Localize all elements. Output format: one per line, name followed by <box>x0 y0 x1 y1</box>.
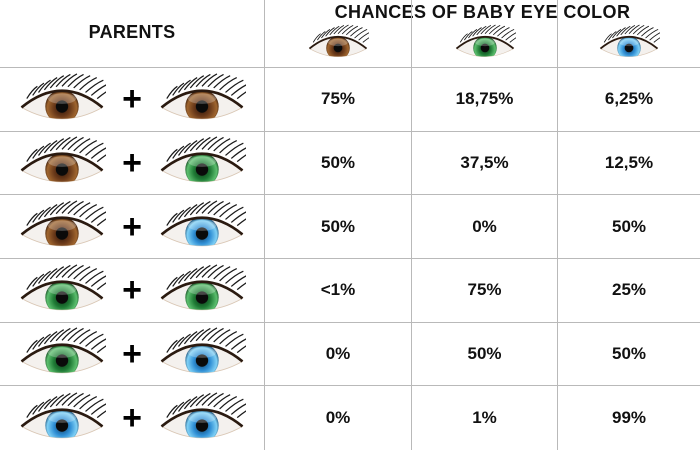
green-eye-icon <box>158 135 246 190</box>
parents-pair: + <box>0 259 265 323</box>
plus-sign: + <box>122 399 142 438</box>
green-eye-icon <box>158 263 246 318</box>
plus-sign: + <box>122 334 142 373</box>
plus-sign: + <box>122 271 142 310</box>
blue-eye-icon <box>598 23 660 63</box>
blue-eye-icon <box>158 326 246 381</box>
plus-sign: + <box>122 207 142 246</box>
brown-chance: 50% <box>265 195 412 259</box>
parents-pair: + <box>0 386 265 450</box>
parents-pair: + <box>0 195 265 259</box>
blue-eye-icon <box>18 391 107 446</box>
brown-eye-icon <box>18 72 107 127</box>
green-chance: 1% <box>412 386 558 450</box>
blue-chance: 50% <box>558 195 700 259</box>
green-chance: 75% <box>412 259 558 323</box>
blue-chance: 50% <box>558 323 700 387</box>
green-chance: 37,5% <box>412 131 558 196</box>
brown-chance: 75% <box>265 68 412 132</box>
chart-title: CHANCES OF BABY EYE COLOR <box>334 2 631 22</box>
column-header-blue <box>558 0 700 68</box>
plus-sign: + <box>122 80 142 119</box>
brown-chance: 0% <box>265 386 412 450</box>
brown-chance: 0% <box>265 322 412 387</box>
green-chance: 18,75% <box>412 68 558 132</box>
blue-eye-icon <box>158 391 246 446</box>
brown-eye-icon <box>18 199 107 254</box>
blue-chance: 99% <box>611 408 647 428</box>
parents-pair: + <box>0 131 265 196</box>
green-eye-icon <box>18 326 107 381</box>
parents-header: PARENTS <box>0 0 265 68</box>
brown-eye-icon <box>18 135 107 190</box>
parents-pair: + <box>0 68 265 132</box>
brown-eye-icon <box>158 72 246 127</box>
green-eye-icon <box>454 23 516 63</box>
plus-sign: + <box>122 143 142 182</box>
green-chance: 50% <box>412 322 558 387</box>
blue-chance: 6,25% <box>558 68 700 132</box>
brown-chance: <1% <box>265 259 412 323</box>
column-header-brown <box>265 0 412 68</box>
column-header-green <box>412 0 558 68</box>
green-eye-icon <box>18 263 107 318</box>
blue-chance: 25% <box>558 259 700 323</box>
blue-chance: 12,5% <box>558 132 700 196</box>
brown-eye-icon <box>307 23 369 63</box>
parents-pair: + <box>0 322 265 387</box>
blue-eye-icon <box>158 199 246 254</box>
brown-chance: 50% <box>265 131 412 196</box>
green-chance: 0% <box>412 195 558 259</box>
